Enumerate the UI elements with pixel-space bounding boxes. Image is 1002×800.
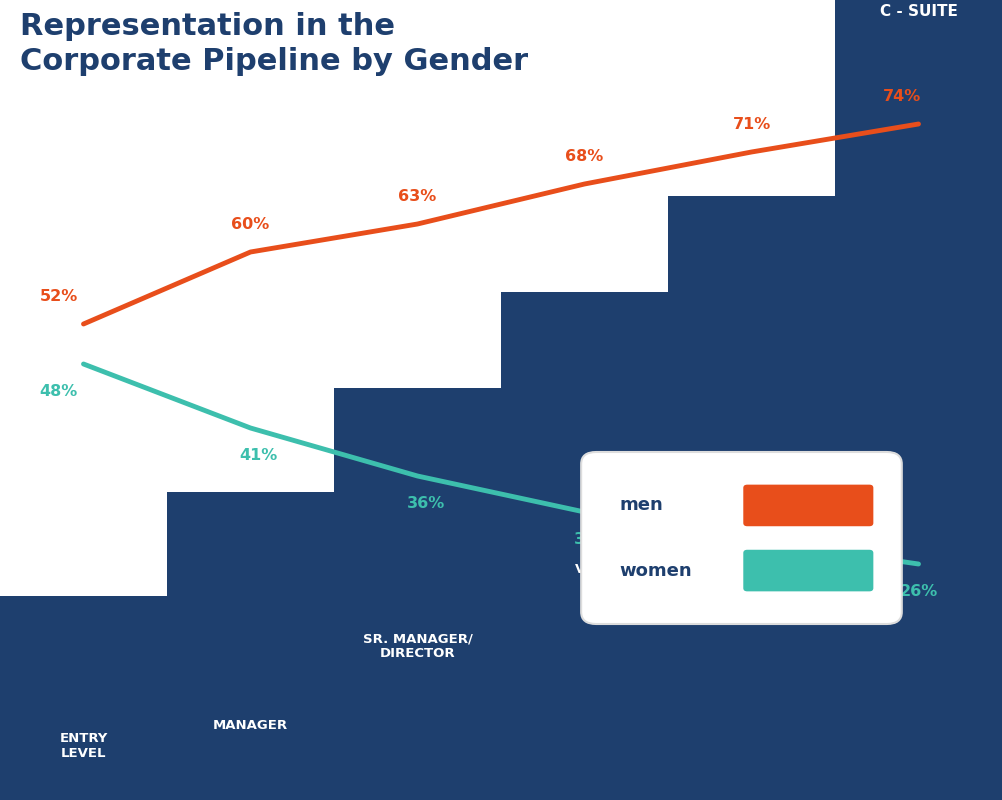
Text: men: men xyxy=(619,497,663,514)
Text: SVP: SVP xyxy=(736,475,767,488)
Polygon shape xyxy=(334,388,501,800)
Text: ENTRY
LEVEL: ENTRY LEVEL xyxy=(59,732,107,760)
FancyBboxPatch shape xyxy=(581,452,902,624)
Polygon shape xyxy=(835,0,1002,800)
Polygon shape xyxy=(0,596,167,800)
Text: 29%: 29% xyxy=(740,560,779,575)
Text: 26%: 26% xyxy=(900,584,938,599)
Text: VP: VP xyxy=(574,563,594,576)
Text: C - SUITE: C - SUITE xyxy=(880,4,958,19)
Text: 41%: 41% xyxy=(239,448,278,463)
Text: 71%: 71% xyxy=(732,117,771,132)
Text: 52%: 52% xyxy=(39,289,77,304)
Text: 48%: 48% xyxy=(39,384,77,399)
Text: Representation in the
Corporate Pipeline by Gender: Representation in the Corporate Pipeline… xyxy=(20,12,528,76)
Text: 74%: 74% xyxy=(883,89,921,104)
Text: 63%: 63% xyxy=(399,189,437,204)
Text: MANAGER: MANAGER xyxy=(213,719,288,732)
Text: women: women xyxy=(619,562,692,579)
Text: 36%: 36% xyxy=(407,496,445,511)
Polygon shape xyxy=(501,292,668,800)
Text: 32%: 32% xyxy=(574,532,612,547)
FancyBboxPatch shape xyxy=(743,485,874,526)
FancyBboxPatch shape xyxy=(743,550,874,591)
Polygon shape xyxy=(167,492,334,800)
Text: SR. MANAGER/
DIRECTOR: SR. MANAGER/ DIRECTOR xyxy=(363,632,472,660)
Text: 68%: 68% xyxy=(565,149,603,164)
Text: 60%: 60% xyxy=(231,217,270,232)
Polygon shape xyxy=(668,196,835,800)
